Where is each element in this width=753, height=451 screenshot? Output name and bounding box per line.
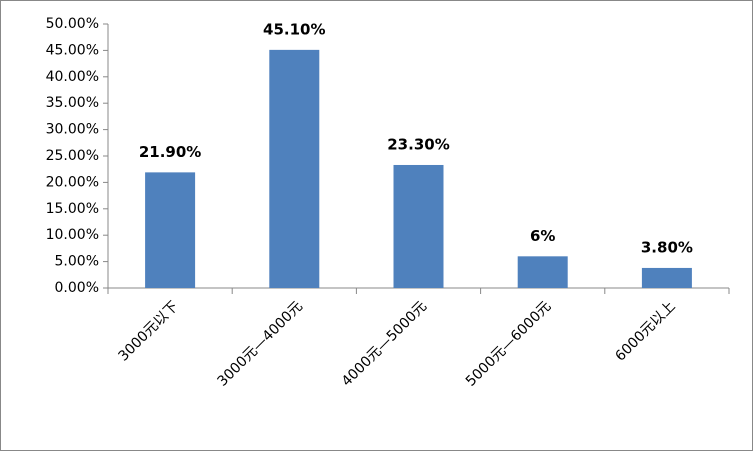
y-tick-label: 5.00% <box>55 254 99 270</box>
value-label: 21.90% <box>139 143 201 161</box>
bar <box>393 164 444 288</box>
value-label: 3.80% <box>641 238 693 256</box>
y-tick-label: 40.00% <box>46 69 99 85</box>
y-tick-label: 45.00% <box>46 42 99 58</box>
bar <box>269 49 320 288</box>
y-tick-label: 20.00% <box>46 174 99 190</box>
y-tick-label: 15.00% <box>46 201 99 217</box>
bar <box>145 172 196 288</box>
y-tick-label: 25.00% <box>46 148 99 164</box>
value-label: 23.30% <box>387 135 449 153</box>
y-tick-label: 10.00% <box>46 227 99 243</box>
value-label: 45.10% <box>263 20 325 38</box>
y-tick-label: 35.00% <box>46 95 99 111</box>
value-label: 6% <box>530 227 555 245</box>
y-tick-label: 30.00% <box>46 122 99 138</box>
bar <box>517 256 568 288</box>
y-tick-label: 50.00% <box>46 16 99 32</box>
y-tick-label: 0.00% <box>55 280 99 296</box>
bar <box>641 267 692 288</box>
